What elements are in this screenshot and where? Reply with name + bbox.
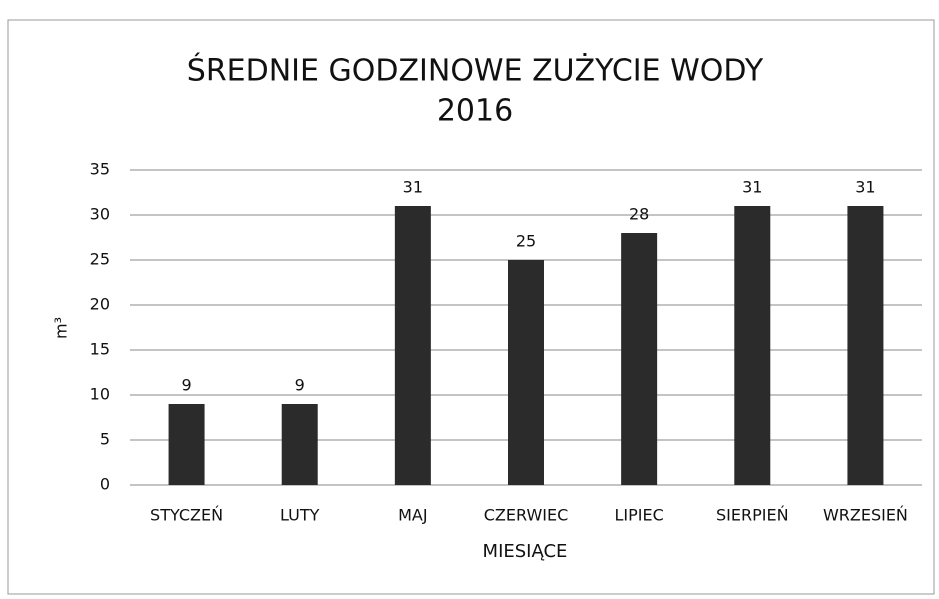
x-tick-label: LUTY xyxy=(280,506,320,525)
y-tick-label: 15 xyxy=(90,340,110,359)
chart-title: ŚREDNIE GODZINOWE ZUŻYCIE WODY xyxy=(187,52,764,89)
bar xyxy=(168,404,205,485)
x-tick-label: LIPIEC xyxy=(615,506,664,525)
chart-subtitle: 2016 xyxy=(437,94,513,129)
data-label: 9 xyxy=(181,376,191,395)
y-tick-label: 0 xyxy=(100,475,110,494)
y-tick-label: 25 xyxy=(90,250,110,269)
data-label: 28 xyxy=(629,205,649,224)
bar xyxy=(508,260,544,485)
x-tick-label: MAJ xyxy=(398,506,427,525)
bar xyxy=(734,206,771,485)
y-tick-label: 30 xyxy=(90,205,110,224)
data-label: 31 xyxy=(403,178,423,197)
x-tick-label: STYCZEŃ xyxy=(150,506,223,525)
y-tick-label: 20 xyxy=(90,295,110,314)
data-label: 25 xyxy=(516,232,536,251)
x-axis-label: MIESIĄCE xyxy=(483,541,568,562)
y-axis-label: m³ xyxy=(52,317,71,339)
x-tick-label: SIERPIEŃ xyxy=(716,506,789,525)
y-tick-label: 10 xyxy=(90,385,110,404)
bar xyxy=(847,206,884,485)
bar xyxy=(281,404,318,485)
bar xyxy=(621,233,658,485)
bar xyxy=(394,206,431,485)
y-tick-label: 35 xyxy=(90,160,110,179)
chart-frame xyxy=(7,19,935,595)
x-tick-label: WRZESIEŃ xyxy=(823,506,908,525)
data-label: 9 xyxy=(295,376,305,395)
data-label: 31 xyxy=(742,178,762,197)
x-tick-label: CZERWIEC xyxy=(484,506,569,525)
data-label: 31 xyxy=(855,178,875,197)
y-tick-label: 5 xyxy=(100,430,110,449)
